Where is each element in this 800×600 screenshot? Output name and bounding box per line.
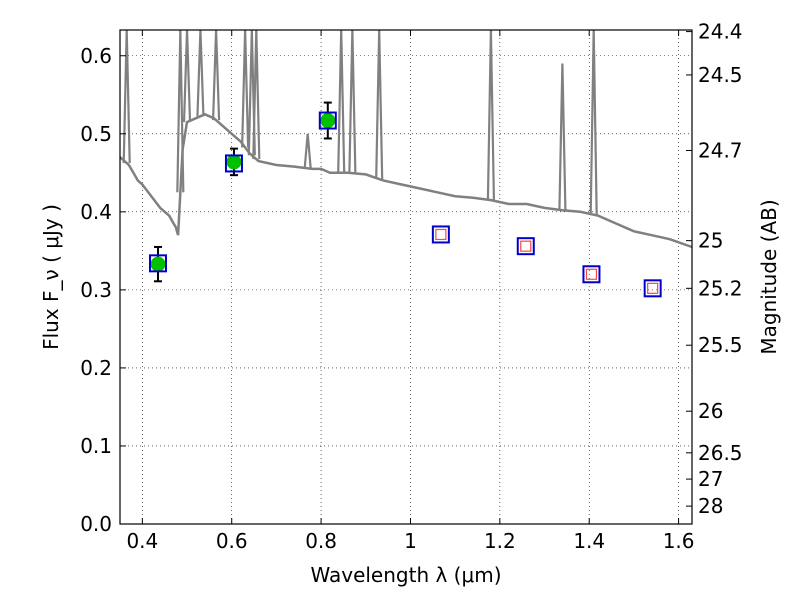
- model-square: [318, 111, 337, 130]
- y2-tick-label: 24.7: [698, 138, 743, 162]
- y2-tick-label: 28: [698, 494, 723, 518]
- emission-line: [375, 29, 384, 180]
- y2-tick-label: 24.4: [698, 20, 743, 44]
- x-tick-label: 0.8: [305, 529, 337, 553]
- x-tick-label: 1.4: [573, 529, 605, 553]
- y-axis-label: Flux F_ν ( μJy ): [39, 204, 63, 350]
- emission-line: [252, 29, 261, 160]
- photometry-point: [226, 154, 242, 170]
- spectrum-layer: [119, 29, 693, 249]
- y2-tick-label: 26.5: [698, 441, 743, 465]
- y-axis-left: 0.0 0.1 0.2 0.3 0.4 0.5 0.6: [80, 44, 126, 536]
- y-tick-label: 0.1: [80, 434, 112, 458]
- y2-tick-label: 27: [698, 467, 723, 491]
- y2-tick-label: 26: [698, 399, 723, 423]
- model-square: [643, 279, 662, 298]
- emission-line: [182, 29, 192, 123]
- model-square: [582, 265, 601, 284]
- y-tick-label: 0.0: [80, 512, 112, 536]
- y2-tick-label: 25.2: [698, 276, 743, 300]
- emission-line: [348, 29, 357, 174]
- model-square: [516, 237, 535, 256]
- x-tick-label: 1: [404, 529, 417, 553]
- x-tick-label: 0.4: [126, 529, 158, 553]
- y2-tick-label: 25.5: [698, 333, 743, 357]
- emission-line: [337, 29, 346, 173]
- emission-line: [241, 29, 250, 148]
- points-layer: [148, 101, 662, 298]
- emission-line: [122, 29, 131, 164]
- y-axis-right: 24.4 24.5 24.7 25 25.2 25.5 26 26.527 28: [686, 20, 743, 518]
- photometry-point: [320, 113, 336, 129]
- model-square: [224, 154, 243, 173]
- y-tick-label: 0.4: [80, 200, 112, 224]
- emission-line: [211, 29, 221, 121]
- x-tick-label: 0.6: [216, 529, 248, 553]
- y-tick-label: 0.3: [80, 278, 112, 302]
- spectrum-line: [119, 112, 693, 249]
- emission-line: [558, 63, 567, 211]
- plot-frame: [119, 29, 693, 525]
- y2-tick-label: 24.5: [698, 63, 743, 87]
- emission-line: [196, 29, 205, 117]
- x-axis-label: Wavelength λ (μm): [310, 563, 501, 587]
- model-square-inner: [435, 228, 447, 241]
- emission-line: [303, 133, 312, 169]
- model-square: [431, 225, 450, 244]
- x-axis: 0.4 0.6 0.8 1 1.2 1.4 1.6: [126, 30, 695, 553]
- x-tick-label: 1.2: [484, 529, 516, 553]
- model-square: [148, 254, 167, 273]
- y2-axis-label: Magnitude (AB): [757, 199, 781, 354]
- model-square-inner: [585, 268, 598, 280]
- grid: [120, 30, 692, 525]
- model-square-inner: [520, 240, 532, 252]
- model-square-inner: [647, 282, 659, 294]
- photometry-point: [150, 256, 166, 272]
- y-tick-label: 0.6: [80, 44, 112, 68]
- y2-tick-label: 25: [698, 229, 723, 253]
- y-tick-label: 0.5: [80, 122, 112, 146]
- x-tick-label: 1.6: [663, 529, 695, 553]
- y-tick-label: 0.2: [80, 356, 112, 380]
- emission-line: [589, 29, 598, 215]
- emission-line: [176, 29, 185, 193]
